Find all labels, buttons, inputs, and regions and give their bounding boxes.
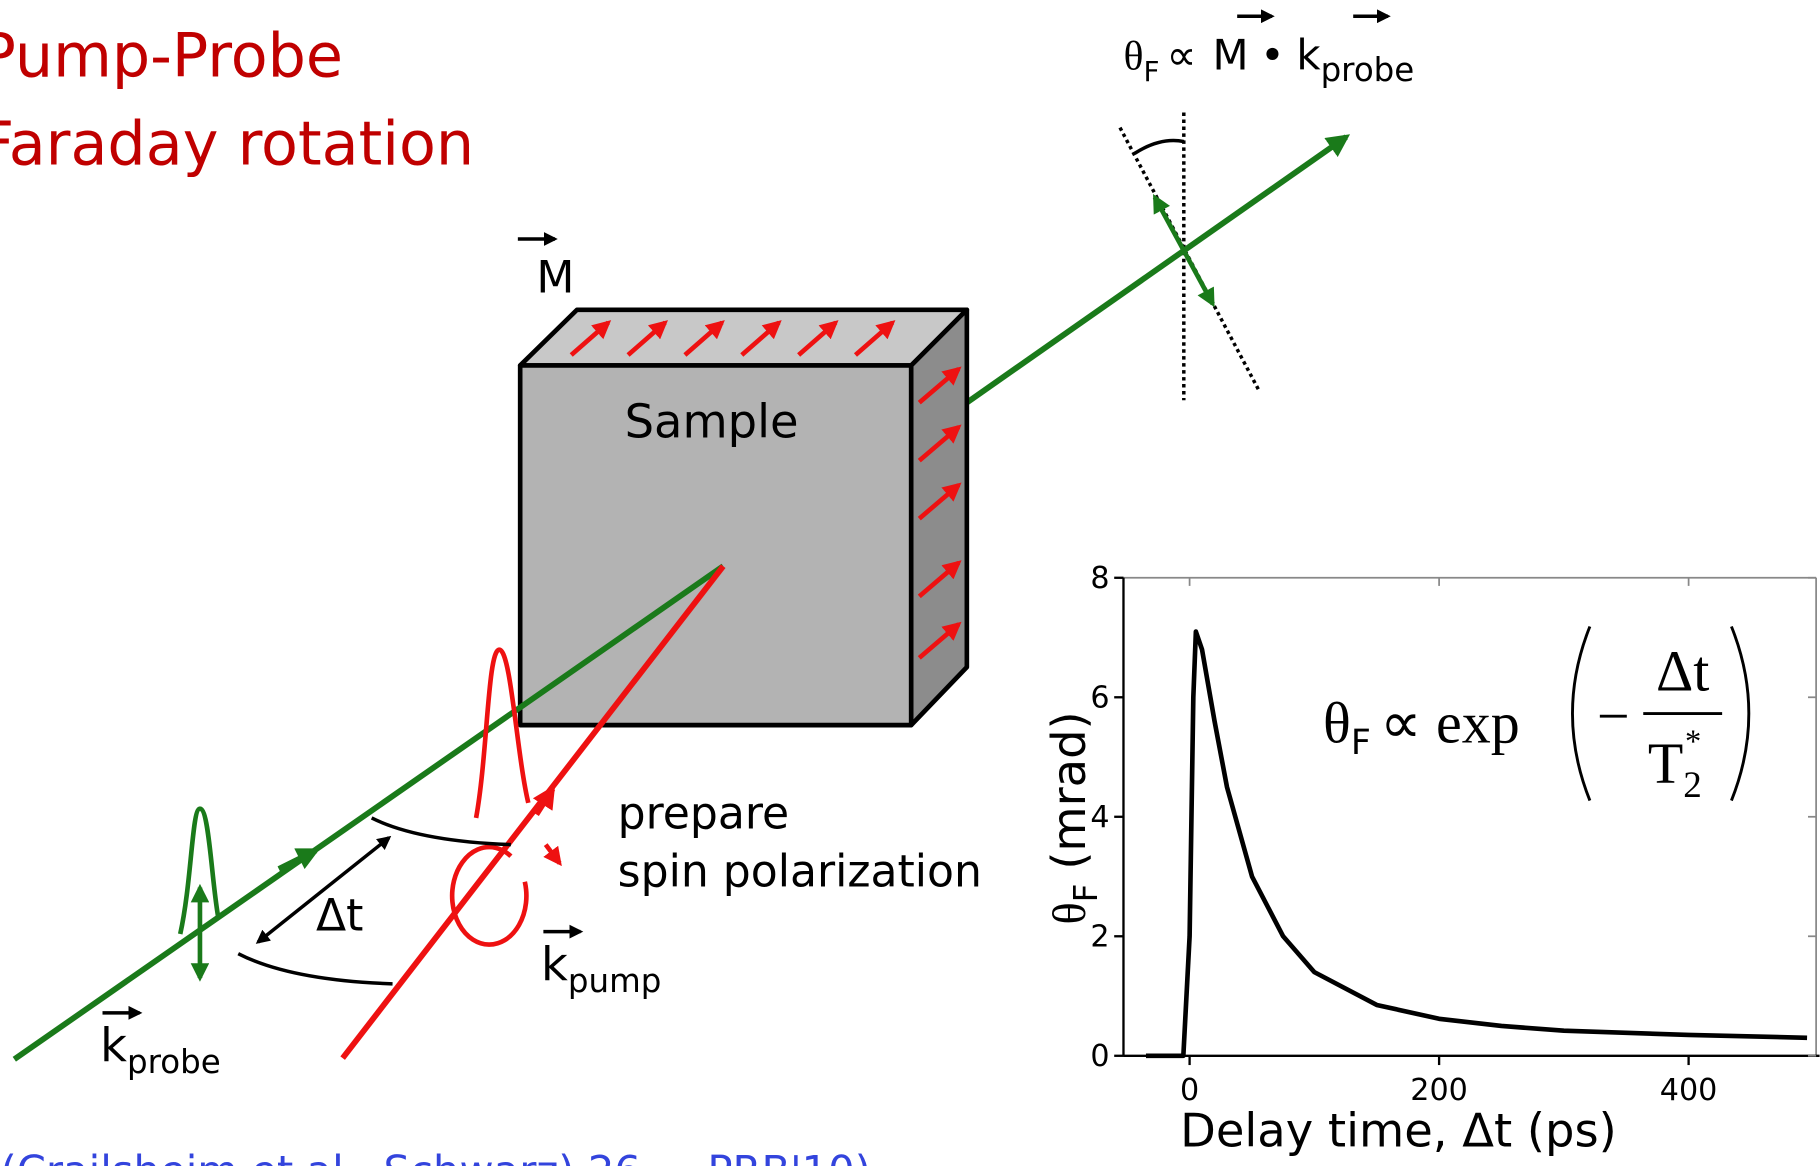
pump-direction [532,785,556,817]
probe-pulse [177,806,221,935]
magnetization-label: M [536,252,574,303]
probe-direction [277,847,321,872]
delay-arc [370,816,511,847]
x-tick-label: 0 [1180,1073,1199,1108]
delay-arc [237,952,393,986]
probe-beam [12,563,725,1062]
formula-den: T2 [1648,731,1702,806]
k-probe: kprobe [100,1019,221,1082]
polarization [1152,193,1215,308]
formula-num: Δt [1656,638,1709,703]
spin-arrows [569,320,962,660]
rotation-arc [1134,138,1185,155]
formula-minus: − [1597,684,1630,749]
formula-sup: * [1685,724,1701,760]
chart-frame [1123,576,1817,1056]
title: Pump-Probe Faraday rotation [0,22,474,180]
y-tick-label: 2 [1090,920,1109,955]
title-line: Pump-Probe [0,22,343,92]
vector-arrows [102,9,1391,1020]
y-tick-label: 6 [1090,681,1109,716]
pump-beam [340,564,726,1060]
x-tick-label: 400 [1660,1073,1718,1108]
chart: Delay time, Δt (ps) θF(mrad) θF ∝ exp − Δ… [1042,561,1820,1157]
x-axis-label: Delay time, Δt (ps) [1180,1103,1617,1157]
circular-polarization [449,844,529,947]
paren [1730,625,1751,802]
paren [1571,625,1592,802]
formula-lhs: θF ∝ exp [1323,691,1520,764]
delay-label: Δt [316,890,363,941]
y-tick-label: 4 [1090,800,1109,835]
sample-label: Sample [625,394,799,448]
y-tick-label: 0 [1090,1039,1109,1074]
title-line: Faraday rotation [0,110,474,180]
data-line [1145,629,1808,1059]
x-tick-label: 200 [1410,1073,1468,1108]
chart-formula: θF ∝ exp − Δt T2 * [1323,625,1751,806]
delay-arrow [255,835,392,944]
y-tick-label: 8 [1090,561,1109,596]
k-pump: kpump [541,937,661,1000]
top-formula: θF ∝ M • kprobe [1123,31,1414,90]
probe-out [965,134,1351,405]
prepare-label: prepare [618,788,790,839]
citation: (Crailsheim et al., Schwarz) 26 ... PRB'… [0,1147,871,1166]
y-axis-label: θF(mrad) [1042,711,1105,924]
pump-pulse [473,647,531,819]
prepare-label: spin polarization [618,846,982,897]
circular-arrow [543,843,562,867]
